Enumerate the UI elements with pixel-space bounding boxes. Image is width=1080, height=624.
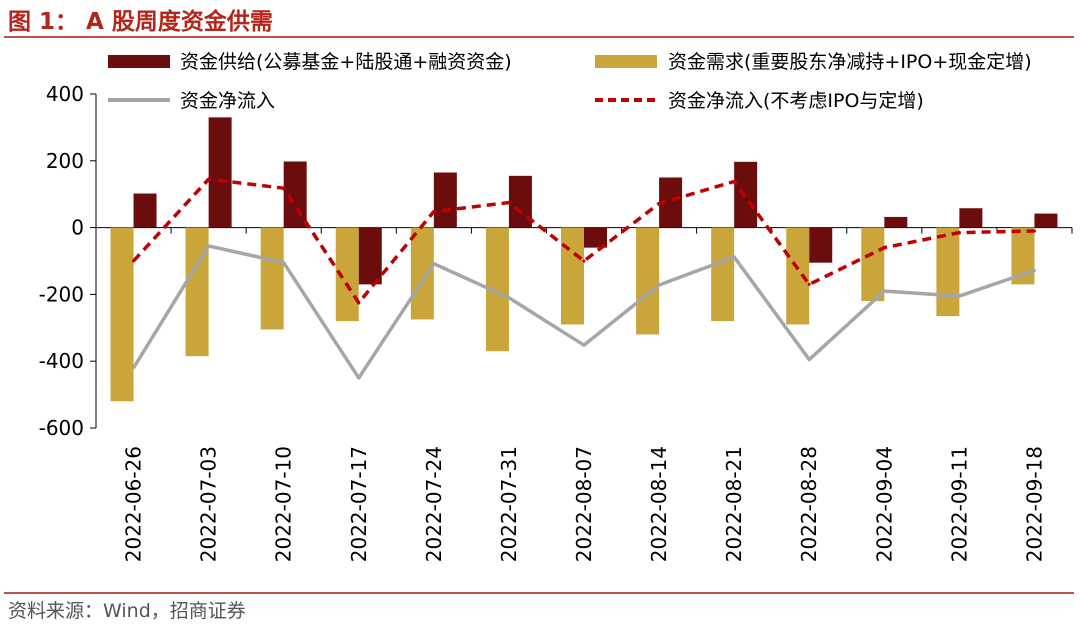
y-tick-label: -600: [39, 416, 84, 440]
legend-label-net-flow-ex: 资金净流入(不考虑IPO与定增): [668, 90, 924, 112]
legend-label-net-flow: 资金净流入: [180, 90, 275, 112]
legend-swatch-supply: [108, 55, 170, 68]
top-rule: [4, 36, 1074, 38]
legend-label-supply: 资金供给(公募基金+陆股通+融资资金): [180, 51, 512, 73]
demand-bar: [636, 227, 660, 335]
x-tick-label: 2022-06-26: [122, 446, 146, 562]
supply-bar: [1034, 213, 1058, 228]
net-flow-ex-point: [657, 202, 661, 206]
legend-label-demand: 资金需求(重要股东净减持+IPO+现金定增): [668, 51, 1032, 73]
x-tick-label: 2022-09-18: [1022, 446, 1046, 562]
y-tick-label: 400: [46, 82, 84, 106]
net-flow-point: [732, 255, 736, 259]
net-flow-point: [657, 283, 661, 287]
net-flow-point: [1032, 268, 1036, 272]
x-tick-label: 2022-08-21: [722, 446, 746, 562]
supply-bar: [959, 208, 983, 228]
net-flow-point: [807, 358, 811, 362]
supply-bar: [809, 227, 833, 263]
y-tick-label: 200: [46, 149, 84, 173]
demand-bar: [561, 227, 584, 325]
supply-bar: [584, 227, 607, 248]
net-flow-point: [957, 294, 961, 298]
net-flow-ex-point: [582, 259, 586, 263]
net-flow-ex-point: [732, 180, 736, 184]
net-flow-point: [357, 376, 361, 380]
legend-swatch-demand: [595, 55, 657, 68]
net-flow-point: [882, 289, 886, 293]
supply-bar: [358, 227, 382, 285]
net-flow-point: [282, 261, 286, 265]
demand-bar: [110, 227, 134, 402]
supply-bar: [208, 117, 232, 228]
x-tick-label: 2022-09-04: [872, 446, 896, 562]
net-flow-ex-point: [357, 301, 361, 305]
demand-bar: [410, 227, 434, 320]
x-tick-label: 2022-07-10: [272, 446, 296, 562]
source-note: 资料来源：Wind，招商证券: [8, 600, 246, 622]
x-tick-label: 2022-07-17: [347, 446, 371, 562]
net-flow-ex-point: [882, 246, 886, 250]
x-tick-label: 2022-07-31: [497, 446, 521, 562]
supply-bar: [884, 216, 908, 228]
demand-bar: [185, 227, 209, 357]
x-tick-label: 2022-07-24: [422, 446, 446, 562]
demand-bar: [936, 227, 960, 317]
x-tick-label: 2022-08-14: [647, 446, 671, 562]
demand-bar: [260, 227, 284, 330]
net-flow-point: [432, 262, 436, 266]
net-flow-point: [132, 366, 136, 370]
net-flow-ex-point: [957, 231, 961, 235]
net-flow-point: [582, 343, 586, 347]
figure-title: 图 1： A 股周度资金供需: [8, 9, 273, 35]
x-tick-label: 2022-08-07: [572, 446, 596, 562]
x-tick-label: 2022-07-03: [197, 446, 221, 562]
demand-bar: [861, 227, 885, 302]
net-flow-point: [507, 296, 511, 300]
supply-bar: [508, 175, 532, 228]
supply-bar: [659, 177, 683, 228]
net-flow-point: [207, 244, 211, 248]
net-flow-ex-point: [507, 201, 511, 205]
demand-bar: [711, 227, 735, 322]
net-flow-ex-point: [207, 177, 211, 181]
bottom-rule: [4, 592, 1074, 594]
supply-bar: [133, 193, 157, 228]
legend: 资金供给(公募基金+陆股通+融资资金) 资金需求(重要股东净减持+IPO+现金定…: [108, 51, 1032, 112]
net-flow-ex-point: [1032, 229, 1036, 233]
x-tick-label: 2022-08-28: [797, 446, 821, 562]
demand-bar: [1011, 227, 1035, 285]
demand-bar: [786, 227, 810, 325]
y-tick-label: 0: [71, 216, 84, 240]
net-flow-ex-point: [132, 259, 136, 263]
supply-bar: [433, 172, 457, 228]
net-flow-ex-point: [282, 186, 286, 190]
net-flow-ex-point: [432, 210, 436, 214]
demand-bar: [335, 227, 359, 322]
demand-bar: [485, 227, 509, 352]
supply-bar: [283, 161, 307, 228]
y-tick-label: -400: [39, 349, 84, 373]
x-tick-label: 2022-09-11: [947, 446, 971, 562]
net-flow-ex-point: [807, 282, 811, 286]
y-tick-label: -200: [39, 282, 84, 306]
